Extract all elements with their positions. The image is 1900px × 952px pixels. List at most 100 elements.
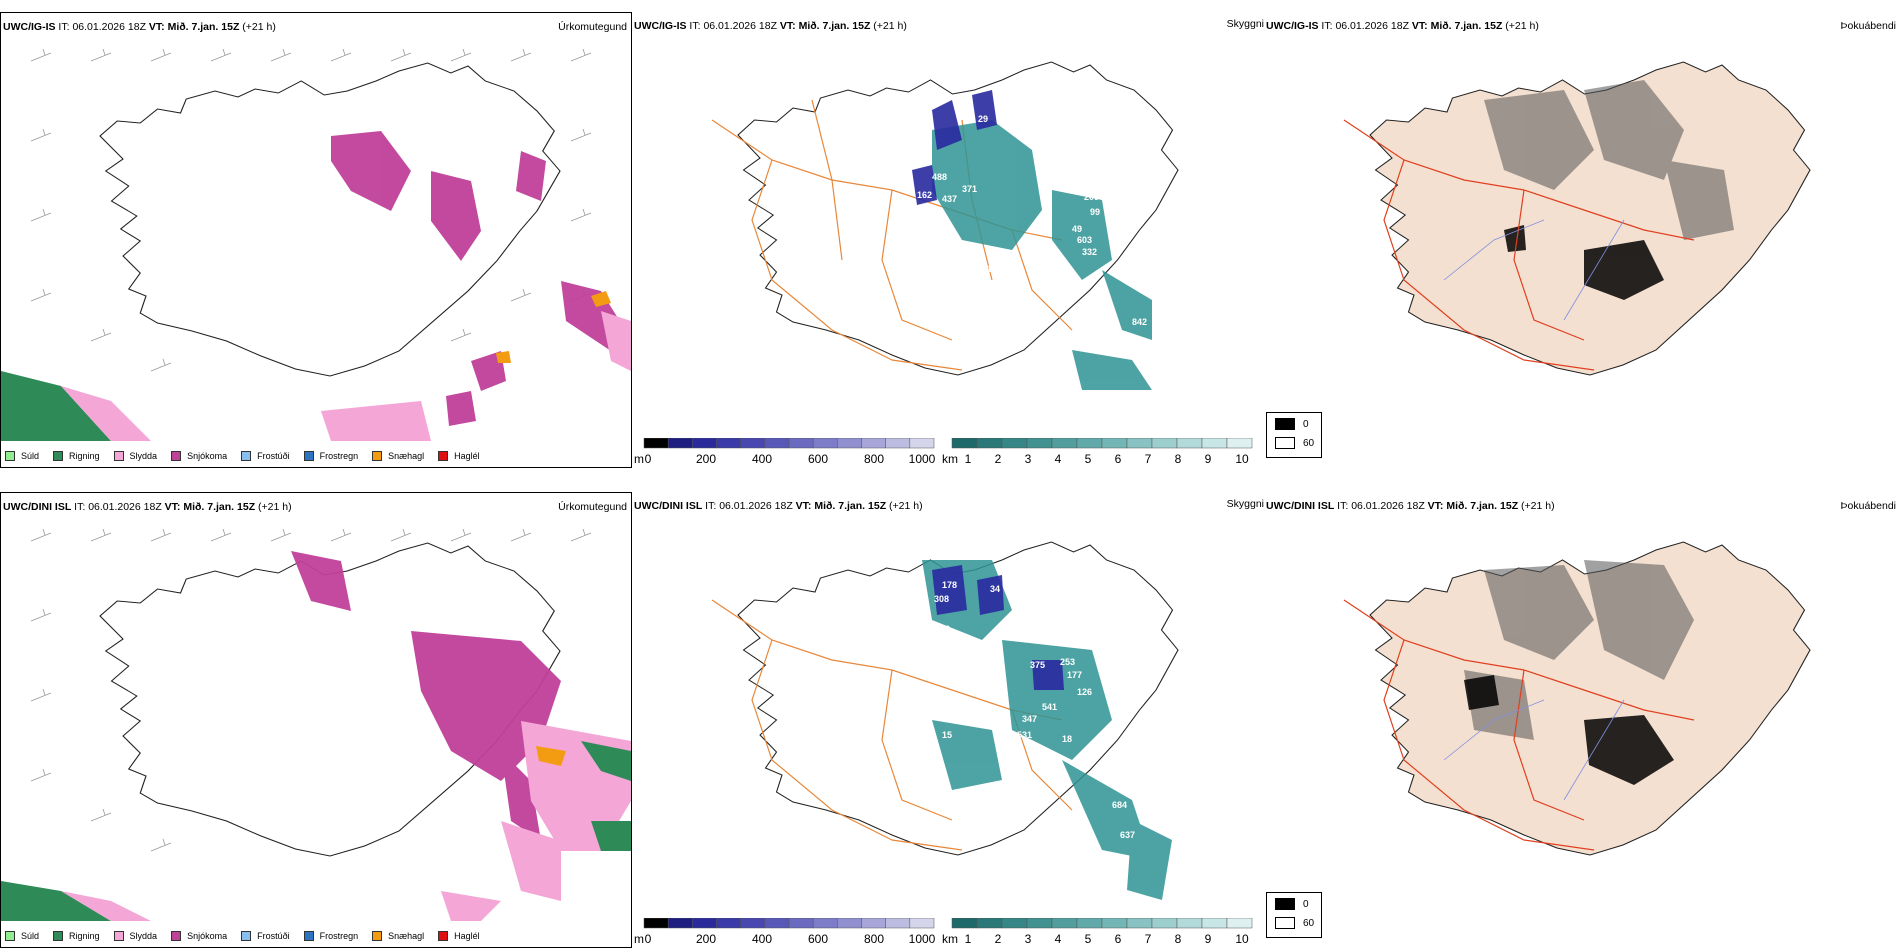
svg-text:437: 437 [942,194,957,204]
sleet-areas [321,311,631,441]
svg-text:531: 531 [1017,730,1032,740]
visibility-panel-bottom: UWC/DINI ISL IT: 06.01.2026 18Z VT: Mið.… [632,492,1322,948]
low-visibility-areas [932,120,1152,390]
rain-areas [1,371,111,441]
ceiling-colorbar-segment [812,918,838,929]
fog-legend: 0 60 [1266,412,1322,458]
legend-item-rain: Rigning [53,931,100,941]
svg-text:49: 49 [1072,224,1082,234]
low-ceiling-areas [912,90,997,205]
legend-item-graupel: Snæhagl [372,451,424,461]
ceiling-colorbar-segment [788,438,814,449]
visibility-colorbar-segment [951,918,978,929]
visibility-colorbar-segment [1176,438,1203,449]
fog-panel-bottom: UWC/DINI ISL IT: 06.01.2026 18Z VT: Mið.… [1264,492,1900,948]
fog-map [1343,61,1811,376]
map-value-labels: 29 488 371 437 162 348 209 99 49 603 332… [894,114,1147,327]
ceiling-colorbar-segment [667,438,693,449]
legend-item-hail: Haglél [438,451,480,461]
svg-text:684: 684 [1112,800,1127,810]
legend-item-graupel: Snæhagl [372,931,424,941]
fog-roads [1343,599,1695,851]
legend-item-freezing-rain: Frostregn [303,931,358,941]
ceiling-colorbar-segment [716,918,741,929]
ceiling-colorbar-segment [837,438,862,449]
visibility-colorbar-segment [1001,438,1028,449]
visibility-colorbar-segment [1051,918,1078,929]
legend-item-snow: Snjókoma [171,451,227,461]
ceiling-colorbar-segment [667,918,693,929]
visibility-colorbar-segment [1151,438,1178,449]
svg-text:99: 99 [1090,207,1100,217]
visibility-colorbar-segment [1026,438,1053,449]
ceiling-colorbar-segment [764,918,790,929]
map-value-labels: 178 308 34 86 381 489 18 407 375 253 177… [934,580,1135,840]
visibility-colorbar-segment [1201,438,1228,449]
fog-rivers [1443,219,1625,321]
visibility-colorbar-segment [1151,918,1178,929]
ceiling-colorbar-segment [837,918,862,929]
svg-text:603: 603 [1077,235,1092,245]
visibility-colorbar-segment [1176,918,1203,929]
panel-title: Skyggni [1226,18,1264,30]
svg-text:182: 182 [987,264,1002,274]
legend-item-drizzle: Súld [5,931,39,941]
svg-text:18: 18 [1062,734,1072,744]
fog-roads [1343,119,1695,371]
panel-title: Þokuábendi [1840,20,1896,32]
fog-grey [1484,80,1734,240]
panel-header: UWC/IG-IS IT: 06.01.2026 18Z VT: Mið. 7.… [1266,20,1539,32]
visibility-map: 29 488 371 437 162 348 209 99 49 603 332… [711,61,1179,390]
precip-legend: Súld Rigning Slydda Snjókoma Frostúði Fr… [5,931,494,941]
visibility-map: 178 308 34 86 381 489 18 407 375 253 177… [711,541,1179,900]
ceiling-colorbar-segment [885,918,911,929]
svg-text:375: 375 [1030,660,1045,670]
visibility-colorbar-segment [1226,918,1253,929]
svg-text:86: 86 [940,624,950,634]
panel-header: UWC/IG-IS IT: 06.01.2026 18Z VT: Mið. 7.… [3,21,276,33]
visibility-colorbar-segment [1076,438,1103,449]
legend-item-freezing-drizzle: Frostúði [241,451,290,461]
ceiling-colorbar-segment [764,438,790,449]
precip-map [1,528,631,921]
colorbar-swatches [643,918,1253,929]
visibility-colorbar-segment [1126,438,1153,449]
panel-title: Úrkomutegund [558,21,627,33]
colorbars: m 0 200 400 600 800 1000 km 1 2 3 4 5 6 … [634,918,1264,952]
legend-item-hail: Haglél [438,931,480,941]
ceiling-colorbar-segment [692,438,717,449]
svg-text:253: 253 [1060,657,1075,667]
visibility-colorbar-segment [1126,918,1153,929]
fog-legend: 0 60 [1266,892,1322,938]
visibility-colorbar-segment [1001,918,1028,929]
svg-text:177: 177 [1067,670,1082,680]
svg-text:541: 541 [1042,702,1057,712]
panel-title: Úrkomutegund [558,501,627,513]
visibility-colorbar-segment [951,438,978,449]
ceiling-colorbar-segment [812,438,838,449]
visibility-colorbar-segment [1226,438,1253,449]
svg-text:178: 178 [942,580,957,590]
visibility-colorbar-segment [1201,918,1228,929]
ceiling-colorbar-segment [643,438,669,449]
legend-item-sleet: Slydda [113,931,157,941]
svg-text:375: 375 [957,284,972,294]
svg-text:462: 462 [1040,264,1055,274]
fog-rivers [1443,699,1625,801]
svg-text:842: 842 [1132,317,1147,327]
svg-text:407: 407 [1094,647,1109,657]
precip-panel-top: UWC/IG-IS IT: 06.01.2026 18Z VT: Mið. 7.… [0,12,632,468]
panel-header: UWC/DINI ISL IT: 06.01.2026 18Z VT: Mið.… [1266,500,1555,512]
panel-title: Þokuábendi [1840,500,1896,512]
fog-black [1464,675,1674,785]
svg-text:17: 17 [894,250,904,260]
ceiling-colorbar-segment [861,438,886,449]
precip-panel-bottom: UWC/DINI ISL IT: 06.01.2026 18Z VT: Mið.… [0,492,632,948]
svg-text:34: 34 [990,584,1000,594]
visibility-colorbar-segment [1101,918,1128,929]
graupel-areas [496,291,611,363]
svg-text:576: 576 [924,240,939,250]
colorbars: m 0 200 400 600 800 1000 km 1 2 3 4 5 6 … [634,438,1264,472]
wind-barbs [30,528,592,852]
visibility-panel-top: UWC/IG-IS IT: 06.01.2026 18Z VT: Mið. 7.… [632,12,1322,468]
